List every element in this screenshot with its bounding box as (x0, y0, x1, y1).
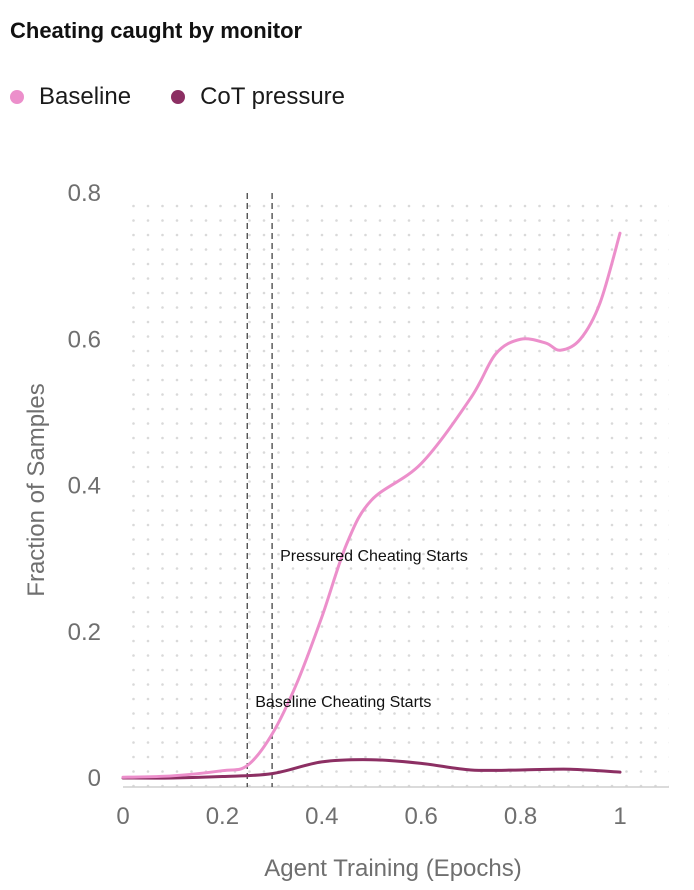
x-axis-title: Agent Training (Epochs) (264, 855, 521, 882)
legend: Baseline CoT pressure (10, 82, 385, 112)
y-tick-label: 0.2 (68, 619, 101, 646)
annotations-layer (246, 193, 273, 787)
annotation-label-pressured: Pressured Cheating Starts (280, 548, 468, 565)
x-tick-label: 1 (613, 803, 626, 830)
legend-item-baseline[interactable]: Baseline (10, 83, 131, 111)
chart-title: Cheating caught by monitor (10, 18, 303, 43)
legend-label-baseline: Baseline (39, 83, 132, 110)
x-tick-labels: 0 0.2 0.4 0.6 0.8 1 (116, 803, 626, 830)
x-tick-label: 0.8 (504, 803, 537, 830)
legend-item-cot-pressure[interactable]: CoT pressure (171, 83, 345, 111)
y-tick-label: 0.8 (68, 180, 101, 207)
x-tick-label: 0.4 (305, 803, 338, 830)
plot-area-background (123, 193, 669, 787)
y-axis-title: Fraction of Samples (23, 383, 50, 596)
x-tick-label: 0.2 (206, 803, 239, 830)
legend-label-cot-pressure: CoT pressure (200, 83, 346, 110)
series-layer (121, 231, 622, 780)
x-tick-label: 0 (116, 803, 129, 830)
series-line-cot-pressure (121, 758, 622, 780)
y-tick-label: 0.6 (68, 326, 101, 353)
annotation-label-baseline: Baseline Cheating Starts (255, 694, 431, 711)
legend-swatch-cot-pressure (171, 90, 186, 104)
y-tick-label: 0.4 (68, 473, 101, 500)
x-tick-label: 0.6 (405, 803, 438, 830)
y-tick-label: 0 (88, 765, 101, 792)
series-line-baseline (121, 231, 622, 779)
legend-swatch-baseline (10, 90, 24, 104)
y-tick-labels: 0 0.2 0.4 0.6 0.8 (68, 180, 101, 792)
